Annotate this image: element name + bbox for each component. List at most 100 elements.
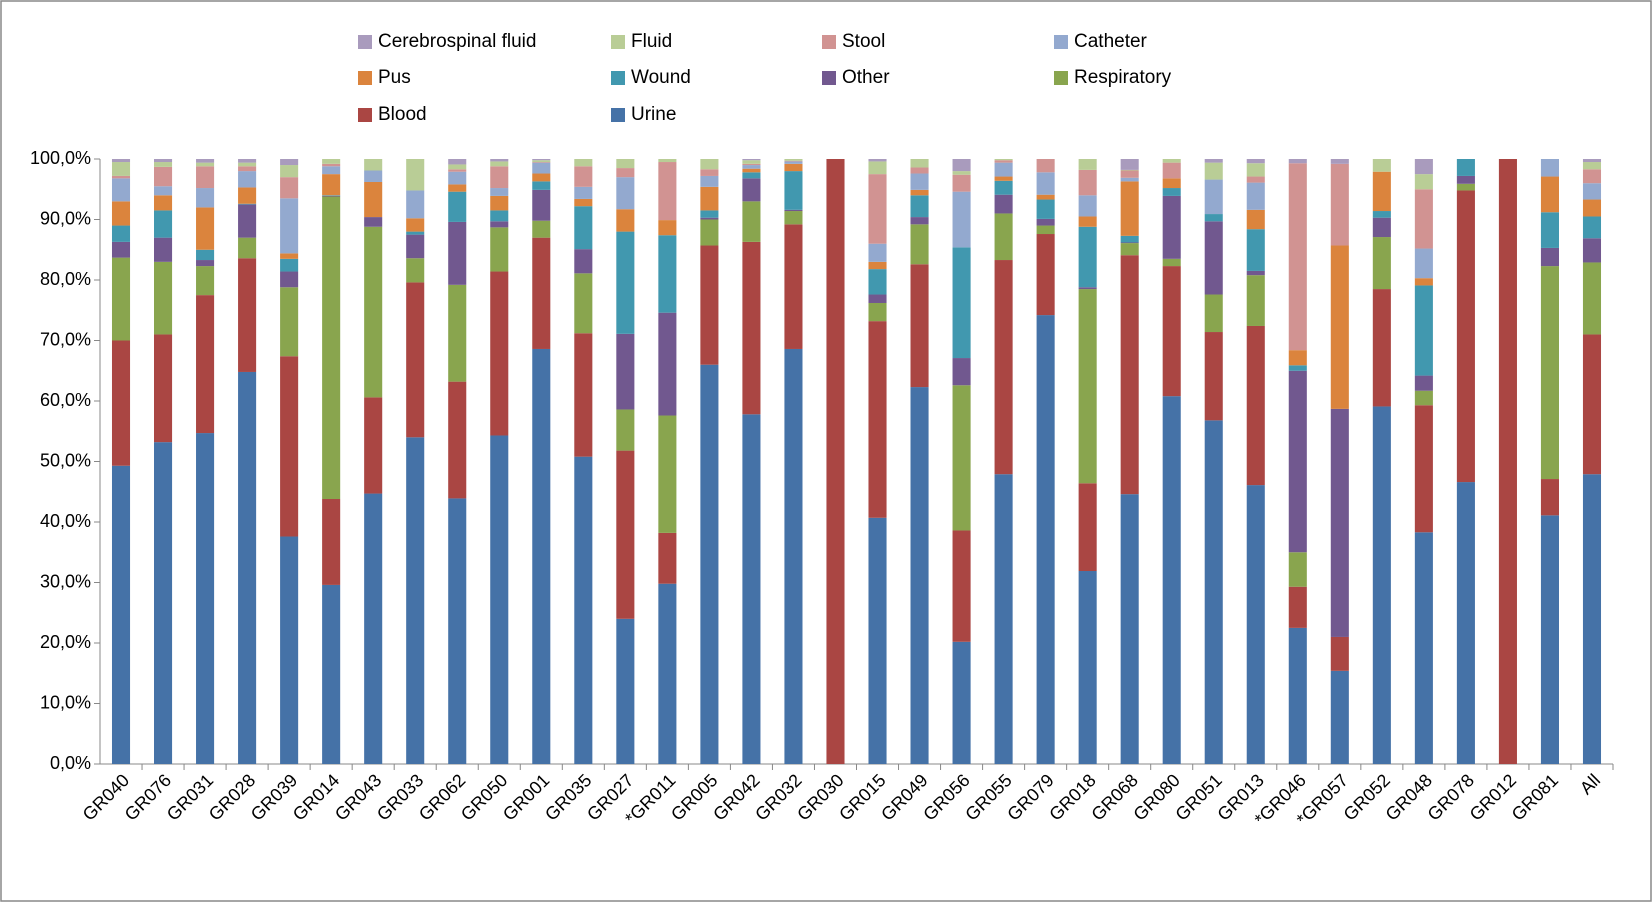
bar-segment	[910, 264, 929, 388]
bar-segment	[1540, 266, 1559, 480]
bar-segment	[1330, 408, 1349, 637]
bar-segment	[1120, 170, 1139, 178]
bar-segment	[1414, 174, 1433, 190]
bar-segment	[1246, 325, 1265, 486]
bar-segment	[1372, 406, 1391, 764]
bar-segment	[406, 234, 425, 259]
bar-segment	[658, 312, 677, 416]
y-tick-label: 60,0%	[40, 390, 91, 410]
bar-segment	[1456, 175, 1475, 184]
legend-label: Fluid	[631, 31, 672, 52]
bar-segment	[364, 493, 383, 764]
bar-segment	[952, 174, 971, 192]
bar-segment	[658, 159, 677, 163]
bar-segment	[1036, 199, 1055, 219]
bar-segment	[448, 381, 467, 499]
bar-segment	[154, 210, 173, 238]
bar-segment	[1330, 245, 1349, 409]
bar-segment	[448, 171, 467, 185]
bar-segment	[280, 165, 299, 178]
bar-segment	[154, 162, 173, 167]
bar-segment	[1246, 270, 1265, 276]
y-tick-label: 100,0%	[30, 148, 91, 168]
bar-segment	[1036, 172, 1055, 195]
bar-segment	[574, 456, 593, 764]
bar-segment	[1120, 181, 1139, 236]
bar-segment	[322, 196, 341, 500]
bar-segment	[490, 188, 509, 196]
bar-segment	[1120, 159, 1139, 170]
bar-segment	[1414, 532, 1433, 764]
bar-segment	[868, 243, 887, 262]
bar-segment	[1372, 211, 1391, 218]
bar-segment	[111, 241, 131, 258]
bar-segment	[1246, 176, 1265, 183]
bar-segment	[111, 178, 131, 202]
bar-segment	[111, 162, 131, 176]
bar-segment	[1162, 266, 1181, 397]
legend-label: Stool	[842, 31, 885, 52]
bar-segment	[1036, 225, 1055, 235]
legend-label: Urine	[631, 104, 676, 125]
bar-segment	[1456, 190, 1475, 483]
bar-segment	[1246, 163, 1265, 177]
bar-segment	[490, 435, 509, 764]
bar-segment	[1120, 242, 1139, 244]
bar-segment	[784, 209, 803, 212]
bar-segment	[448, 164, 467, 170]
bar-segment	[532, 162, 551, 174]
bar-segment	[1246, 275, 1265, 326]
bar-segment	[280, 198, 299, 254]
bar-segment	[490, 221, 509, 228]
bar-segment	[784, 163, 803, 172]
bar-segment	[616, 618, 635, 764]
bar-segment	[111, 257, 131, 341]
bar-segment	[406, 437, 425, 764]
bar-segment	[196, 166, 215, 189]
bar-segment	[742, 201, 761, 242]
bar-segment	[448, 498, 467, 764]
legend-swatch	[611, 108, 625, 122]
bar-segment	[616, 168, 635, 178]
bar-segment	[1414, 405, 1433, 533]
bar-segment	[1120, 494, 1139, 764]
y-tick-label: 10,0%	[40, 692, 91, 712]
bar-segment	[1372, 237, 1391, 290]
bar-segment	[616, 177, 635, 210]
bar-segment	[868, 269, 887, 295]
bar-segment	[1498, 159, 1517, 764]
bar-segment	[784, 161, 803, 164]
bar-segment	[532, 237, 551, 349]
bar-segment	[1372, 217, 1391, 238]
bar-segment	[910, 167, 929, 174]
bar-segment	[742, 241, 761, 415]
bar-segment	[1456, 159, 1475, 176]
bar-segment	[616, 409, 635, 451]
bar-segment	[364, 181, 383, 218]
bar-segment	[364, 226, 383, 398]
bar-segment	[910, 189, 929, 196]
bar-segment	[280, 356, 299, 537]
bar-segment	[238, 371, 257, 764]
bar-segment	[1330, 163, 1349, 246]
bar-segment	[322, 499, 341, 585]
bar-segment	[574, 186, 593, 199]
bar-segment	[1414, 248, 1433, 279]
bar-segment	[1288, 365, 1307, 371]
bar-segment	[574, 166, 593, 187]
bar-segment	[1456, 482, 1475, 764]
bar-segment	[868, 302, 887, 322]
bar-segment	[1582, 199, 1602, 217]
bar-segment	[364, 217, 383, 227]
bar-segment	[322, 166, 341, 175]
bar-segment	[574, 159, 593, 167]
bar-segment	[532, 220, 551, 238]
bar-segment	[1540, 247, 1559, 267]
bar-segment	[280, 253, 299, 259]
bar-segment	[1036, 234, 1055, 316]
bar-segment	[111, 225, 131, 242]
bar-segment	[111, 465, 131, 764]
bar-segment	[868, 261, 887, 270]
bar-segment	[700, 219, 719, 246]
bar-segment	[742, 160, 761, 164]
